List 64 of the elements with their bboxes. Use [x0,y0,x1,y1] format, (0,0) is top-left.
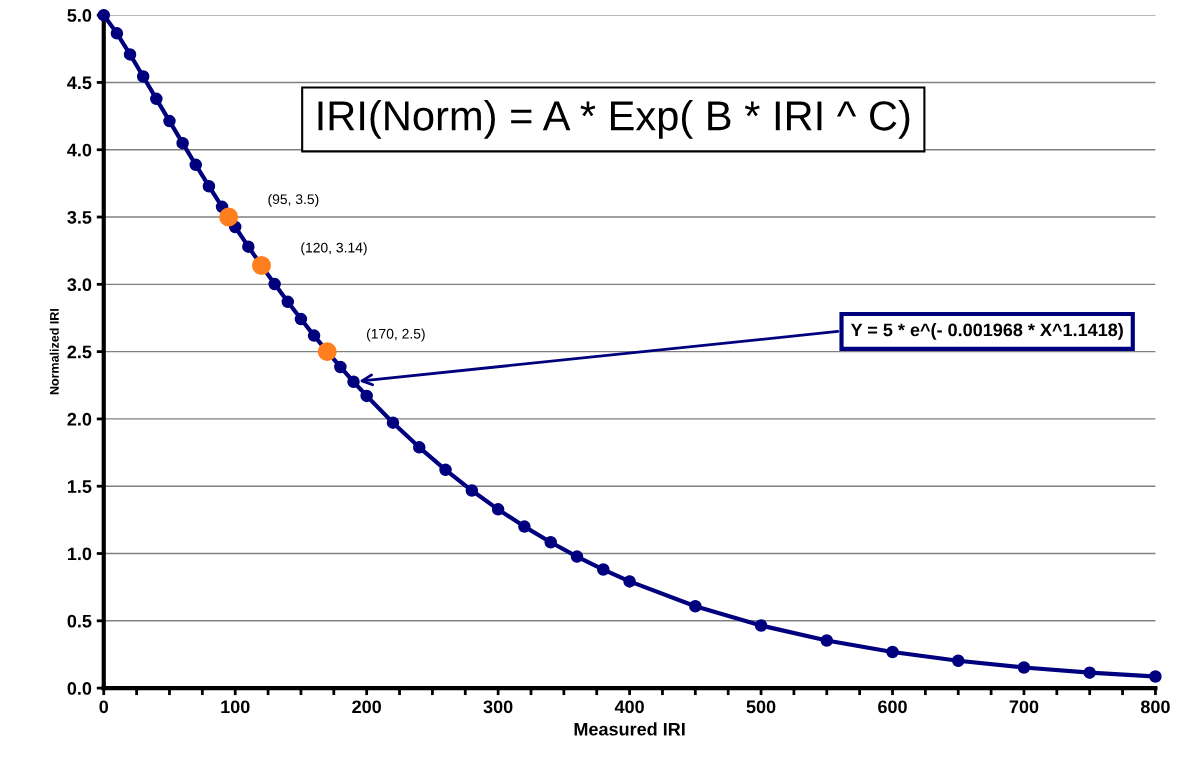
point [317,342,337,362]
y-tick-label: 0.0 [67,682,92,695]
point [465,484,479,497]
point [219,207,239,227]
annotation: (120, 3.14) [301,242,367,256]
y-tick-label: 4.0 [67,143,92,157]
annotation: Y = 5 * e^(- 0.001968 * X^1.1418) [850,323,1123,340]
x-tick-label: 300 [483,700,513,714]
point [439,463,452,477]
point [623,575,636,588]
point [334,360,347,374]
point [820,634,834,647]
point [386,416,400,429]
point [491,503,505,516]
x-tick-label: 800 [1140,700,1170,714]
y-tick-label: 3.0 [67,278,92,292]
x-tick-label: 200 [352,700,381,714]
point [597,563,610,576]
point [136,70,150,83]
point [1083,666,1096,679]
point [268,277,281,291]
y-tick-label: 2.0 [67,412,92,426]
y-tick-label: 1.5 [67,480,92,493]
point [123,48,137,61]
point [150,92,163,106]
point [1149,670,1162,683]
point [242,240,255,253]
x-tick-label: 0 [99,700,109,714]
annotation: IRI(Norm) = A * Exp( B * IRI ^ C) [318,100,910,139]
point [886,645,899,659]
y-tick-label: 0.5 [67,614,92,628]
point [951,654,965,668]
point [97,8,111,22]
point [307,329,321,342]
x-tick-label: 100 [221,700,250,714]
x-tick-label: 500 [746,700,776,714]
y-axis-title: Normalized IRI [49,309,59,395]
point [518,520,531,533]
y-tick-label: 1.0 [67,547,92,561]
y-tick-label: 2.5 [67,345,92,359]
point [754,619,768,632]
point [570,550,584,563]
point [110,27,124,40]
point [189,158,203,172]
point [689,600,702,613]
y-tick-label: 5.0 [67,9,92,22]
point [163,114,176,128]
x-tick-label: 600 [878,700,907,714]
x-tick-label: 700 [1009,700,1039,714]
annotation: (170, 2.5) [366,328,425,342]
point [176,136,189,150]
x-axis-title: Measured IRI [574,722,685,736]
point [1017,661,1031,674]
point [294,312,308,326]
point [347,375,360,389]
y-tick-label: 3.5 [67,210,92,224]
point [281,295,295,309]
point [544,535,557,549]
x-tick-label: 400 [614,700,644,714]
annotation: (95, 3.5) [268,193,319,207]
point [413,441,426,454]
point [202,179,216,193]
point [360,389,373,403]
y-tick-label: 4.5 [67,76,92,90]
